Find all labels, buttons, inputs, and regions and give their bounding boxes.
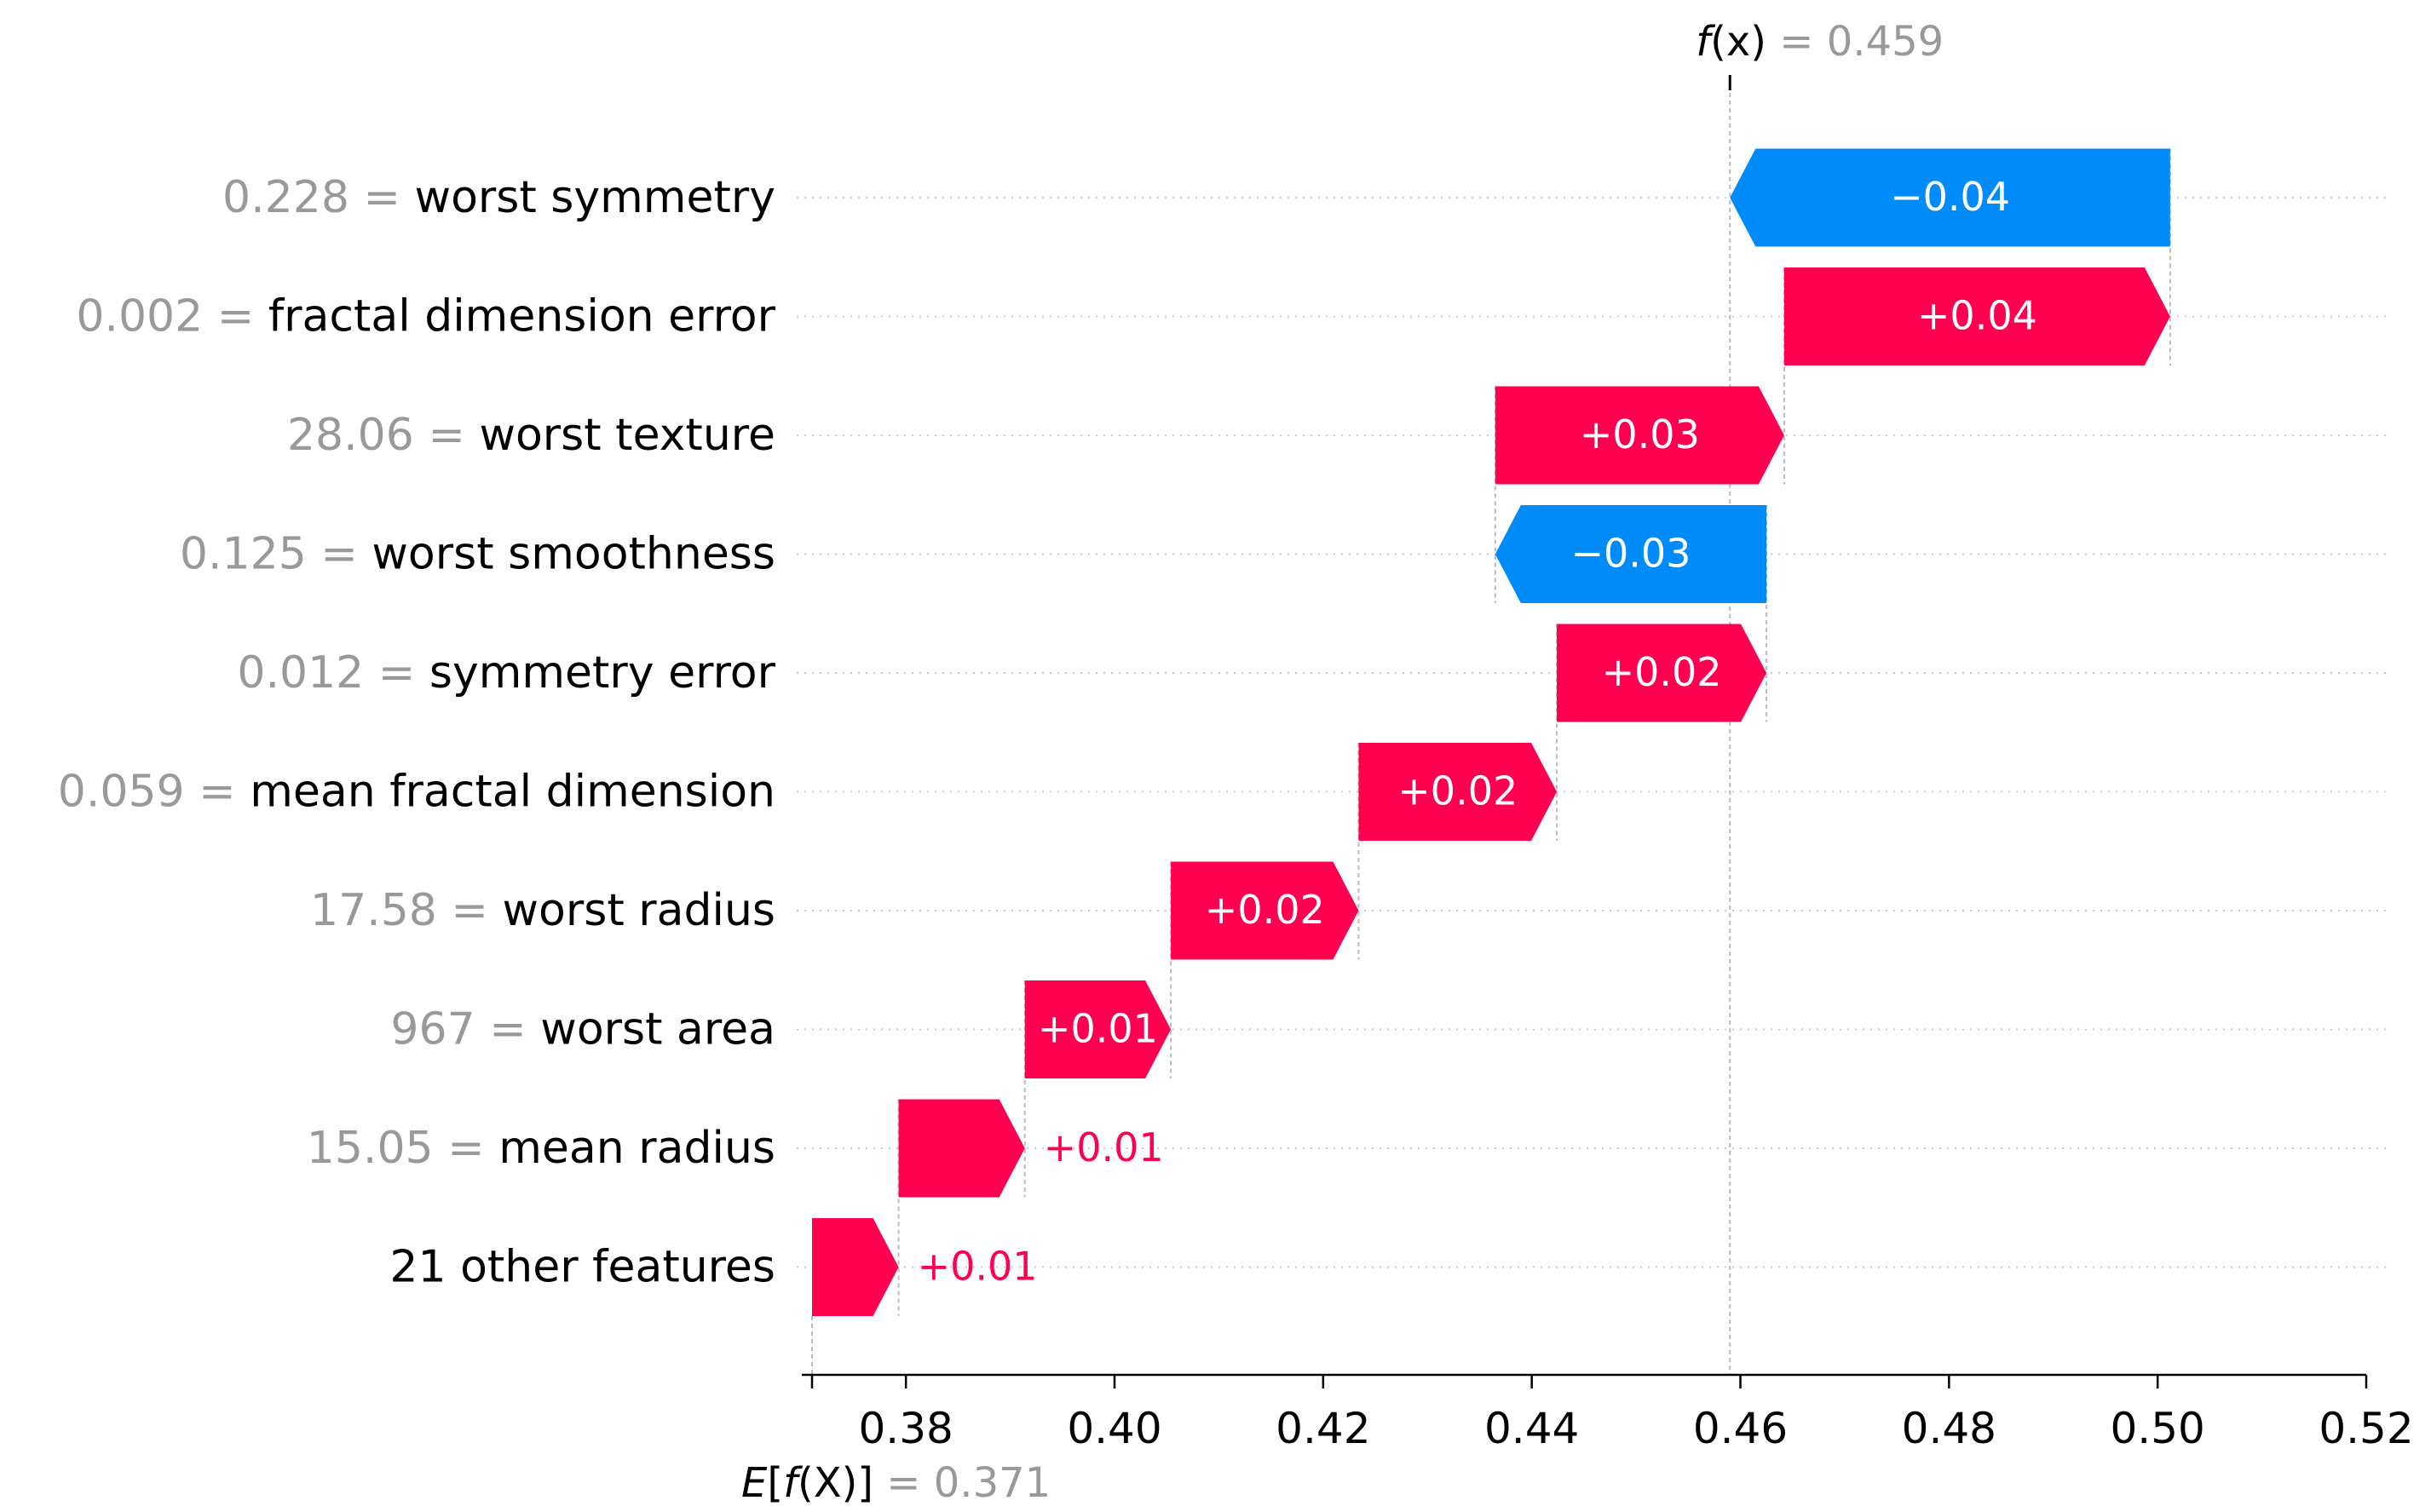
feature-value: 0.059 = — [58, 767, 251, 818]
positive-bar — [1557, 624, 1767, 722]
feature-label: 28.06 = worst texture — [287, 410, 775, 461]
efx-arg: (X)] — [798, 1459, 873, 1507]
feature-name: mean fractal dimension — [250, 767, 775, 818]
fx-value: = 0.459 — [1766, 18, 1944, 66]
fx-label: f(x) = 0.459 — [1696, 18, 1944, 66]
feature-value: 0.125 = — [180, 529, 372, 580]
bar-value-label: +0.02 — [1205, 887, 1325, 933]
negative-bar — [1495, 505, 1767, 603]
feature-name: symmetry error — [429, 647, 776, 699]
feature-value: 17.58 = — [310, 885, 503, 936]
efx-value: = 0.371 — [873, 1459, 1051, 1507]
feature-value: 0.002 = — [76, 291, 268, 342]
x-tick-label: 0.48 — [1902, 1404, 1996, 1453]
bar-value-label: −0.03 — [1570, 531, 1691, 577]
bar-value-label: +0.02 — [1602, 649, 1722, 695]
positive-bar — [1783, 267, 2170, 365]
bar-value-label: −0.04 — [1890, 174, 2010, 220]
x-tick-label: 0.38 — [859, 1404, 953, 1453]
positive-bar — [812, 1218, 899, 1316]
feature-label: 0.002 = fractal dimension error — [76, 291, 775, 342]
feature-value: 0.228 = — [222, 172, 415, 223]
feature-label: 17.58 = worst radius — [310, 885, 775, 936]
positive-bar — [1495, 386, 1784, 485]
bar-value-label: +0.03 — [1580, 411, 1700, 457]
bar-value-label: +0.01 — [1044, 1124, 1164, 1170]
feature-value: 967 = — [390, 1004, 540, 1055]
feature-name: worst radius — [503, 885, 775, 936]
bar-value-label: +0.02 — [1397, 768, 1518, 814]
feature-name: worst smoothness — [372, 529, 775, 580]
x-tick-label: 0.52 — [2319, 1404, 2413, 1453]
positive-bar — [898, 1099, 1025, 1198]
fx-arg: (x) — [1710, 18, 1766, 66]
x-axis: f(x) = 0.459 0.38 0.40 0.42 0.44 0.46 0.48 0.50… — [741, 18, 2414, 1507]
feature-name: fractal dimension error — [268, 291, 776, 342]
x-tick-label: 0.40 — [1067, 1404, 1161, 1453]
x-tick-label: 0.42 — [1276, 1404, 1370, 1453]
feature-value: 0.012 = — [237, 647, 429, 699]
x-tick-label: 0.46 — [1693, 1404, 1788, 1453]
feature-label: 0.228 = worst symmetry — [222, 172, 775, 223]
feature-label: 0.059 = mean fractal dimension — [58, 767, 775, 818]
efx-symbol: E — [741, 1459, 768, 1507]
positive-bar — [1358, 743, 1558, 841]
feature-label: 967 = worst area — [390, 1004, 775, 1055]
feature-labels: 0.228 = worst symmetry 0.002 = fractal di… — [58, 172, 776, 1293]
grid-layer — [797, 85, 2386, 1375]
positive-bar — [1024, 980, 1172, 1078]
bar-value-label: +0.01 — [1038, 1006, 1158, 1052]
feature-value: 15.05 = — [307, 1123, 499, 1174]
feature-name: worst symmetry — [415, 172, 775, 223]
efx-label: E[f(X)] = 0.371 — [741, 1459, 1051, 1507]
feature-name: worst texture — [479, 410, 775, 461]
bars-layer: −0.04 +0.04 +0.03 −0.03 +0.02 +0.02 +0.02 +0.01… — [812, 148, 2170, 1316]
x-tick-label: 0.44 — [1484, 1404, 1579, 1453]
feature-label: 15.05 = mean radius — [307, 1123, 775, 1174]
negative-bar — [1730, 148, 2170, 247]
feature-name: mean radius — [498, 1123, 775, 1174]
feature-label: 0.012 = symmetry error — [237, 647, 775, 699]
bar-value-label: +0.01 — [918, 1244, 1038, 1290]
bar-value-label: +0.04 — [1917, 293, 2037, 339]
feature-value: 28.06 = — [287, 410, 480, 461]
feature-label: 21 other features — [389, 1242, 775, 1293]
efx-open: [ — [767, 1459, 783, 1507]
x-tick-label: 0.50 — [2111, 1404, 2205, 1453]
feature-name: worst area — [540, 1004, 775, 1055]
feature-label: 0.125 = worst smoothness — [180, 529, 775, 580]
positive-bar — [1171, 861, 1359, 960]
feature-name: 21 other features — [389, 1242, 775, 1293]
